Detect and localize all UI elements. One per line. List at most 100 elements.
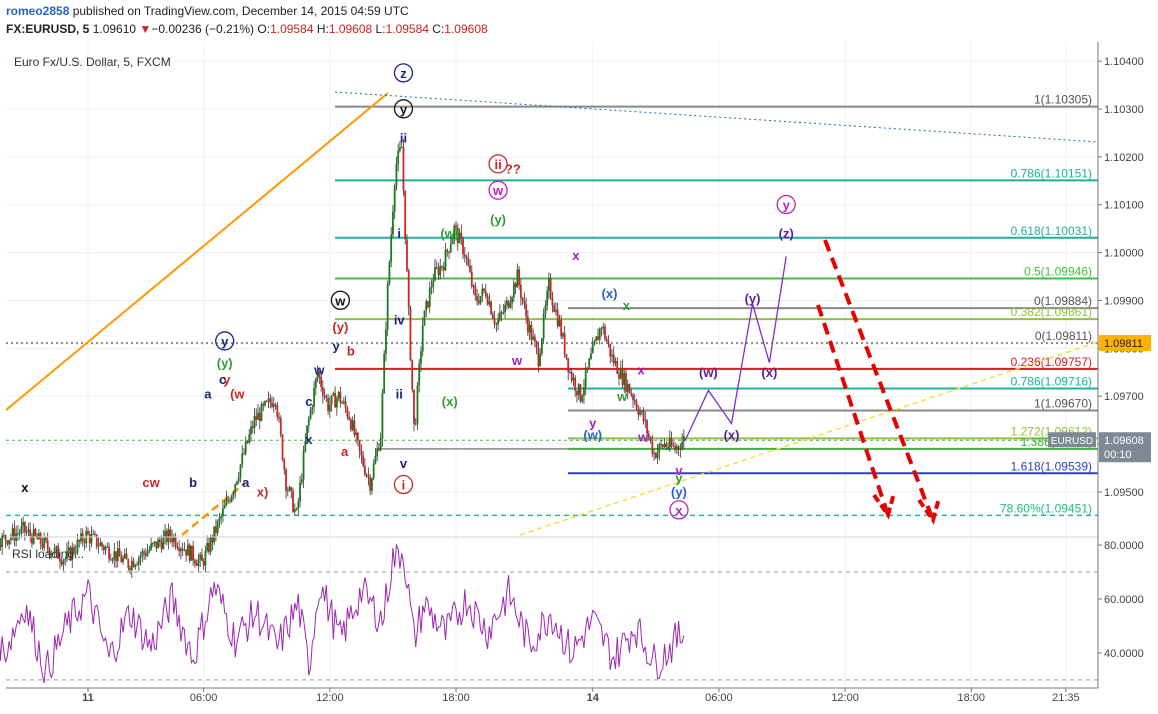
candle-body xyxy=(441,266,443,268)
candle-body xyxy=(546,290,549,306)
publish-line: romeo2858 published on TradingView.com, … xyxy=(6,4,409,18)
candle-body xyxy=(278,416,280,419)
candle-body xyxy=(8,539,11,545)
wave-label: w xyxy=(511,353,523,368)
candle-body xyxy=(362,455,365,466)
candle-body xyxy=(234,484,237,493)
candle-body xyxy=(668,438,671,448)
candle-body xyxy=(583,387,585,396)
candle-body xyxy=(626,384,629,392)
candle-body xyxy=(560,319,563,337)
candle-body xyxy=(563,333,566,355)
candle-body xyxy=(325,396,328,399)
time-tick-label: 14 xyxy=(587,692,600,704)
candle-body xyxy=(257,412,259,420)
wave-label: x xyxy=(572,248,580,263)
candle-body xyxy=(192,545,195,561)
wave-label: y xyxy=(223,372,231,387)
candle-body xyxy=(116,548,119,561)
elliott-projection xyxy=(684,256,787,441)
candle-body xyxy=(29,529,32,536)
candle-body xyxy=(625,373,627,392)
candle-body xyxy=(432,280,435,288)
candle-body xyxy=(321,386,324,396)
candle-body xyxy=(444,249,447,271)
candle-body xyxy=(271,402,273,407)
candle-body xyxy=(172,536,175,543)
candle-body xyxy=(320,376,322,387)
symbol-badge xyxy=(1048,432,1096,448)
time-tick-label: 18:00 xyxy=(442,692,470,704)
wave-label: a xyxy=(204,387,212,402)
candle-body xyxy=(127,559,130,568)
time-tick-label: 06:00 xyxy=(190,692,218,704)
fib-level-label: 1.618(1.09539) xyxy=(1011,459,1092,473)
fib-level-label: 0.5(1.09946) xyxy=(1024,264,1092,278)
candle-body xyxy=(202,560,205,566)
candle-body xyxy=(372,463,375,479)
candle-body xyxy=(591,344,594,354)
open-value: 1.09584 xyxy=(270,22,314,36)
level-badge xyxy=(1099,335,1151,352)
candle-body xyxy=(465,256,468,259)
candle-body xyxy=(385,329,387,354)
candle-body xyxy=(467,258,470,266)
candle-body xyxy=(60,561,63,565)
fib-level-label: 0.786(1.10151) xyxy=(1011,166,1092,180)
down-arrow-icon: ▼ xyxy=(139,22,152,36)
candle-body xyxy=(406,239,408,271)
price-tick-label: 1.10100 xyxy=(1104,200,1144,212)
wave-label: c xyxy=(305,394,312,409)
candle-body xyxy=(218,517,221,522)
candle-body xyxy=(243,453,245,455)
candle-body xyxy=(113,551,116,560)
candle-body xyxy=(442,266,445,271)
candle-body xyxy=(348,416,351,420)
candle-body xyxy=(409,307,412,360)
wave-label: z xyxy=(400,66,407,81)
level-badge-text: 1.09811 xyxy=(1104,338,1143,350)
close-value: 1.09608 xyxy=(444,22,488,36)
candle-body xyxy=(24,522,26,533)
candle-body xyxy=(25,531,28,533)
candle-body xyxy=(102,546,105,551)
candle-body xyxy=(148,549,151,552)
candle-body xyxy=(299,482,301,502)
wave-label: ?? xyxy=(505,162,521,177)
candle-body xyxy=(434,267,436,281)
candle-body xyxy=(141,551,144,557)
candle-body xyxy=(635,401,638,409)
wave-label: (y) xyxy=(490,212,506,227)
candle-body xyxy=(388,262,391,284)
candle-body xyxy=(604,326,606,339)
low-label: L: xyxy=(375,22,386,36)
candle-body xyxy=(109,558,112,561)
candle-body xyxy=(335,398,338,408)
published-text: published on TradingView.com, December 1… xyxy=(69,4,409,18)
candle-body xyxy=(101,542,103,547)
candle-body xyxy=(123,553,126,558)
candle-body xyxy=(157,539,159,549)
candle-body xyxy=(518,269,521,285)
wave-label: ii xyxy=(396,387,403,402)
candle-body xyxy=(300,479,303,483)
candle-body xyxy=(307,418,310,426)
candle-body xyxy=(285,469,287,491)
candle-body xyxy=(260,404,263,421)
wave-label: (z) xyxy=(779,226,794,241)
candle-body xyxy=(579,384,582,402)
candle-body xyxy=(237,477,240,482)
candle-body xyxy=(302,451,305,480)
wave-label: y xyxy=(221,334,229,349)
candle-body xyxy=(248,434,251,443)
last-price: 1.09610 xyxy=(92,22,137,36)
candle-body xyxy=(88,534,91,544)
author-link[interactable]: romeo2858 xyxy=(6,4,70,18)
candle-body xyxy=(194,560,196,564)
candle-body xyxy=(453,225,456,238)
candle-body xyxy=(111,559,114,561)
candle-body xyxy=(22,522,25,527)
candle-body xyxy=(413,389,415,424)
candle-body xyxy=(663,443,666,448)
